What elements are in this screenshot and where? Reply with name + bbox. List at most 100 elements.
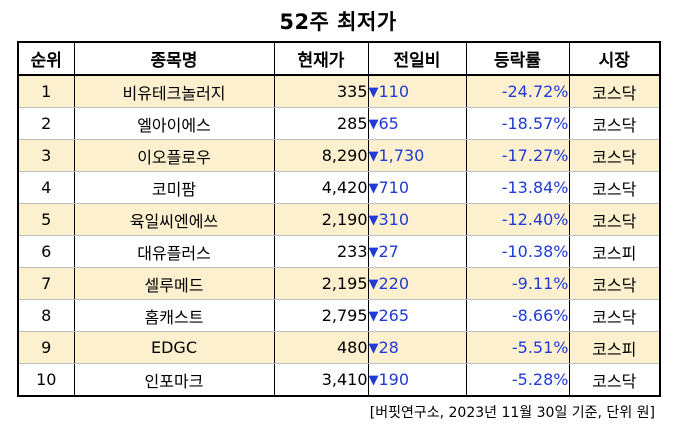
change-value: 65 bbox=[378, 114, 399, 133]
header-name: 종목명 bbox=[73, 42, 275, 76]
rate-cell: -5.28% bbox=[465, 363, 570, 397]
change-value: 28 bbox=[378, 338, 399, 357]
header-price: 현재가 bbox=[273, 42, 369, 76]
table-row: 6 대유플러스 233 ▼27 -10.38% 코스피 bbox=[17, 235, 661, 268]
source-note: [버핏연구소, 2023년 11월 30일 기준, 단위 원] bbox=[369, 405, 655, 421]
rank-cell: 1 bbox=[17, 75, 75, 108]
change-cell: ▼265 bbox=[367, 299, 467, 332]
rate-cell: -17.27% bbox=[465, 139, 570, 172]
rate-cell: -8.66% bbox=[465, 299, 570, 332]
market-cell: 코스닥 bbox=[568, 171, 661, 204]
down-triangle-icon: ▼ bbox=[368, 373, 379, 388]
down-triangle-icon: ▼ bbox=[368, 149, 379, 164]
change-cell: ▼1,730 bbox=[367, 139, 467, 172]
rate-cell: -24.72% bbox=[465, 75, 570, 108]
rank-cell: 4 bbox=[17, 171, 75, 204]
table-row: 9 EDGC 480 ▼28 -5.51% 코스피 bbox=[17, 331, 661, 364]
stock-name-cell: 육일씨엔에쓰 bbox=[73, 203, 275, 236]
market-cell: 코스닥 bbox=[568, 203, 661, 236]
lowest-price-table: 순위 종목명 현재가 전일비 등락률 시장 1 비유테크놀러지 335 ▼110… bbox=[17, 41, 661, 397]
change-value: 310 bbox=[378, 210, 410, 229]
change-value: 110 bbox=[378, 82, 410, 101]
stock-name-cell: 엘아이에스 bbox=[73, 107, 275, 140]
rank-cell: 10 bbox=[17, 363, 75, 397]
price-cell: 233 bbox=[273, 235, 369, 268]
change-value: 190 bbox=[378, 370, 410, 389]
stock-name-cell: 셀루메드 bbox=[73, 267, 275, 300]
market-cell: 코스피 bbox=[568, 331, 661, 364]
table-row: 7 셀루메드 2,195 ▼220 -9.11% 코스닥 bbox=[17, 267, 661, 300]
change-value: 220 bbox=[378, 274, 410, 293]
stock-name-cell: 대유플러스 bbox=[73, 235, 275, 268]
market-cell: 코스닥 bbox=[568, 75, 661, 108]
change-cell: ▼220 bbox=[367, 267, 467, 300]
table-title: 52주 최저가 bbox=[279, 10, 397, 34]
down-triangle-icon: ▼ bbox=[368, 245, 379, 260]
header-rate: 등락률 bbox=[465, 42, 570, 76]
table-row: 10 인포마크 3,410 ▼190 -5.28% 코스닥 bbox=[17, 363, 661, 397]
rate-cell: -9.11% bbox=[465, 267, 570, 300]
down-triangle-icon: ▼ bbox=[368, 277, 379, 292]
rate-cell: -5.51% bbox=[465, 331, 570, 364]
down-triangle-icon: ▼ bbox=[368, 213, 379, 228]
down-triangle-icon: ▼ bbox=[368, 85, 379, 100]
rank-cell: 6 bbox=[17, 235, 75, 268]
change-value: 1,730 bbox=[378, 146, 425, 165]
change-cell: ▼65 bbox=[367, 107, 467, 140]
change-cell: ▼190 bbox=[367, 363, 467, 397]
rate-cell: -18.57% bbox=[465, 107, 570, 140]
price-cell: 4,420 bbox=[273, 171, 369, 204]
market-cell: 코스닥 bbox=[568, 299, 661, 332]
change-cell: ▼310 bbox=[367, 203, 467, 236]
table-row: 4 코미팜 4,420 ▼710 -13.84% 코스닥 bbox=[17, 171, 661, 204]
change-cell: ▼27 bbox=[367, 235, 467, 268]
change-value: 27 bbox=[378, 242, 399, 261]
table-row: 3 이오플로우 8,290 ▼1,730 -17.27% 코스닥 bbox=[17, 139, 661, 172]
table-header-row: 순위 종목명 현재가 전일비 등락률 시장 bbox=[17, 42, 661, 76]
market-cell: 코스닥 bbox=[568, 107, 661, 140]
down-triangle-icon: ▼ bbox=[368, 309, 379, 324]
table-row: 8 홈캐스트 2,795 ▼265 -8.66% 코스닥 bbox=[17, 299, 661, 332]
change-value: 265 bbox=[378, 306, 410, 325]
stock-name-cell: 비유테크놀러지 bbox=[73, 75, 275, 108]
rank-cell: 7 bbox=[17, 267, 75, 300]
price-cell: 8,290 bbox=[273, 139, 369, 172]
table-row: 1 비유테크놀러지 335 ▼110 -24.72% 코스닥 bbox=[17, 75, 661, 108]
header-rank: 순위 bbox=[17, 42, 75, 76]
stock-name-cell: EDGC bbox=[73, 331, 275, 364]
change-cell: ▼710 bbox=[367, 171, 467, 204]
rank-cell: 5 bbox=[17, 203, 75, 236]
market-cell: 코스피 bbox=[568, 235, 661, 268]
price-cell: 335 bbox=[273, 75, 369, 108]
market-cell: 코스닥 bbox=[568, 139, 661, 172]
stock-name-cell: 인포마크 bbox=[73, 363, 275, 397]
price-cell: 3,410 bbox=[273, 363, 369, 397]
header-change: 전일비 bbox=[367, 42, 467, 76]
stock-name-cell: 이오플로우 bbox=[73, 139, 275, 172]
price-cell: 285 bbox=[273, 107, 369, 140]
change-cell: ▼110 bbox=[367, 75, 467, 108]
header-market: 시장 bbox=[568, 42, 661, 76]
rate-cell: -12.40% bbox=[465, 203, 570, 236]
down-triangle-icon: ▼ bbox=[368, 181, 379, 196]
down-triangle-icon: ▼ bbox=[368, 341, 379, 356]
market-cell: 코스닥 bbox=[568, 363, 661, 397]
rank-cell: 9 bbox=[17, 331, 75, 364]
rank-cell: 8 bbox=[17, 299, 75, 332]
stock-name-cell: 홈캐스트 bbox=[73, 299, 275, 332]
rank-cell: 2 bbox=[17, 107, 75, 140]
change-cell: ▼28 bbox=[367, 331, 467, 364]
rank-cell: 3 bbox=[17, 139, 75, 172]
down-triangle-icon: ▼ bbox=[368, 117, 379, 132]
stock-name-cell: 코미팜 bbox=[73, 171, 275, 204]
price-cell: 2,190 bbox=[273, 203, 369, 236]
price-cell: 480 bbox=[273, 331, 369, 364]
table-row: 2 엘아이에스 285 ▼65 -18.57% 코스닥 bbox=[17, 107, 661, 140]
market-cell: 코스닥 bbox=[568, 267, 661, 300]
price-cell: 2,795 bbox=[273, 299, 369, 332]
price-cell: 2,195 bbox=[273, 267, 369, 300]
table-row: 5 육일씨엔에쓰 2,190 ▼310 -12.40% 코스닥 bbox=[17, 203, 661, 236]
rate-cell: -13.84% bbox=[465, 171, 570, 204]
change-value: 710 bbox=[378, 178, 410, 197]
rate-cell: -10.38% bbox=[465, 235, 570, 268]
